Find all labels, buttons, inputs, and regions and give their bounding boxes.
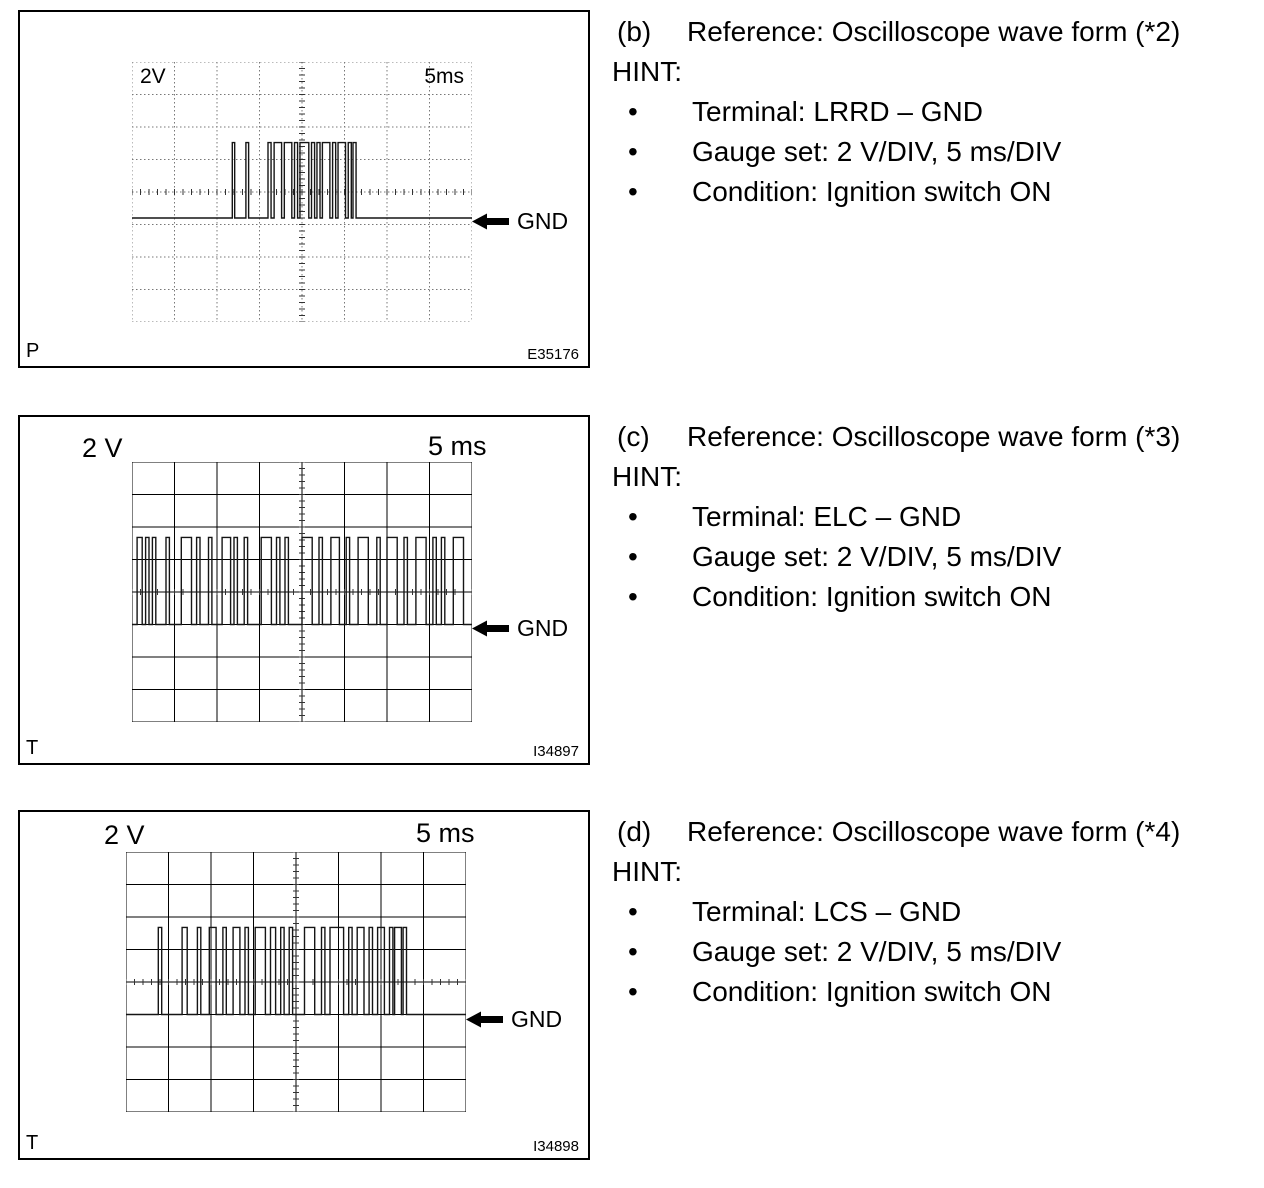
bullet-dot: • <box>628 581 638 612</box>
volt-div-label: 2 V <box>82 433 123 463</box>
bullet-item: • Terminal: ELC – GND <box>612 497 1252 537</box>
gnd-pointer: GND <box>472 615 568 642</box>
bullet-text: Terminal: ELC – GND <box>692 501 962 532</box>
time-div-label: 5ms <box>424 65 464 88</box>
text-block-c: (c) Reference: Oscilloscope wave form (*… <box>612 415 1252 617</box>
oscilloscope-panel-d: 2 V 5 ms GND T I34898 <box>18 810 590 1160</box>
oscilloscope-grid <box>126 852 466 1112</box>
reference-line: (c) Reference: Oscilloscope wave form (*… <box>612 417 1252 457</box>
item-label: (c) <box>617 421 650 452</box>
oscilloscope-panel-c: 2 V 5 ms GND T I34897 <box>18 415 590 765</box>
gnd-arrow-icon <box>472 620 509 637</box>
panel-corner-letter: T <box>26 1132 39 1154</box>
bullet-item: • Gauge set: 2 V/DIV, 5 ms/DIV <box>612 132 1252 172</box>
gnd-label: GND <box>511 1006 563 1032</box>
reference-text: Reference: Oscilloscope wave form (*2) <box>687 16 1181 47</box>
bullet-text: Terminal: LCS – GND <box>692 896 962 927</box>
bullet-item: • Gauge set: 2 V/DIV, 5 ms/DIV <box>612 932 1252 972</box>
time-div-label: 5 ms <box>428 431 487 461</box>
text-block-d: (d) Reference: Oscilloscope wave form (*… <box>612 810 1252 1012</box>
bullet-dot: • <box>628 936 638 967</box>
bullet-text: Condition: Ignition switch ON <box>692 581 1052 612</box>
gnd-label: GND <box>517 208 569 234</box>
gnd-arrow-icon <box>472 213 509 230</box>
bullet-item: • Gauge set: 2 V/DIV, 5 ms/DIV <box>612 537 1252 577</box>
reference-line: (b) Reference: Oscilloscope wave form (*… <box>612 12 1252 52</box>
bullet-dot: • <box>628 976 638 1007</box>
section-b: 2V 5ms GND P E35176 (b) Reference: Oscil… <box>18 10 1252 368</box>
panel-corner-letter: T <box>26 737 39 759</box>
bullet-item: • Condition: Ignition switch ON <box>612 972 1252 1012</box>
reference-line: (d) Reference: Oscilloscope wave form (*… <box>612 812 1252 852</box>
section-d: 2 V 5 ms GND T I34898 (d) Reference: Osc… <box>18 810 1252 1160</box>
gnd-pointer: GND <box>466 1006 562 1033</box>
oscilloscope-display: 2V 5ms <box>132 62 472 322</box>
bullet-item: • Terminal: LCS – GND <box>612 892 1252 932</box>
bullet-text: Gauge set: 2 V/DIV, 5 ms/DIV <box>692 136 1062 167</box>
bullet-item: • Terminal: LRRD – GND <box>612 92 1252 132</box>
bullet-dot: • <box>628 136 638 167</box>
oscilloscope-display <box>126 852 466 1112</box>
bullet-text: Gauge set: 2 V/DIV, 5 ms/DIV <box>692 541 1062 572</box>
bullet-text: Condition: Ignition switch ON <box>692 176 1052 207</box>
gnd-label: GND <box>517 615 569 641</box>
reference-text: Reference: Oscilloscope wave form (*4) <box>687 816 1181 847</box>
hint-label: HINT: <box>612 856 682 887</box>
gnd-arrow-icon <box>466 1011 503 1028</box>
bullet-dot: • <box>628 501 638 532</box>
bullet-text: Gauge set: 2 V/DIV, 5 ms/DIV <box>692 936 1062 967</box>
figure-code: E35176 <box>527 346 579 363</box>
gnd-pointer: GND <box>472 208 568 235</box>
volt-div-label: 2V <box>140 65 166 88</box>
oscilloscope-grid <box>132 462 472 722</box>
oscilloscope-panel-b: 2V 5ms GND P E35176 <box>18 10 590 368</box>
bullet-item: • Condition: Ignition switch ON <box>612 172 1252 212</box>
oscilloscope-grid <box>132 62 472 322</box>
text-block-b: (b) Reference: Oscilloscope wave form (*… <box>612 10 1252 212</box>
bullet-item: • Condition: Ignition switch ON <box>612 577 1252 617</box>
hint-label: HINT: <box>612 461 682 492</box>
item-label: (b) <box>617 16 652 47</box>
volt-div-label: 2 V <box>104 820 145 850</box>
bullet-dot: • <box>628 96 638 127</box>
section-c: 2 V 5 ms GND T I34897 (c) Reference: Osc… <box>18 415 1252 765</box>
bullet-text: Condition: Ignition switch ON <box>692 976 1052 1007</box>
reference-text: Reference: Oscilloscope wave form (*3) <box>687 421 1181 452</box>
panel-corner-letter: P <box>26 340 40 362</box>
bullet-text: Terminal: LRRD – GND <box>692 96 983 127</box>
bullet-dot: • <box>628 896 638 927</box>
figure-code: I34897 <box>533 743 579 760</box>
hint-label: HINT: <box>612 56 682 87</box>
manual-page: 2V 5ms GND P E35176 (b) Reference: Oscil… <box>18 10 1252 1160</box>
figure-code: I34898 <box>533 1138 579 1155</box>
time-div-label: 5 ms <box>416 818 475 848</box>
oscilloscope-display <box>132 462 472 722</box>
item-label: (d) <box>617 816 652 847</box>
bullet-dot: • <box>628 176 638 207</box>
bullet-dot: • <box>628 541 638 572</box>
